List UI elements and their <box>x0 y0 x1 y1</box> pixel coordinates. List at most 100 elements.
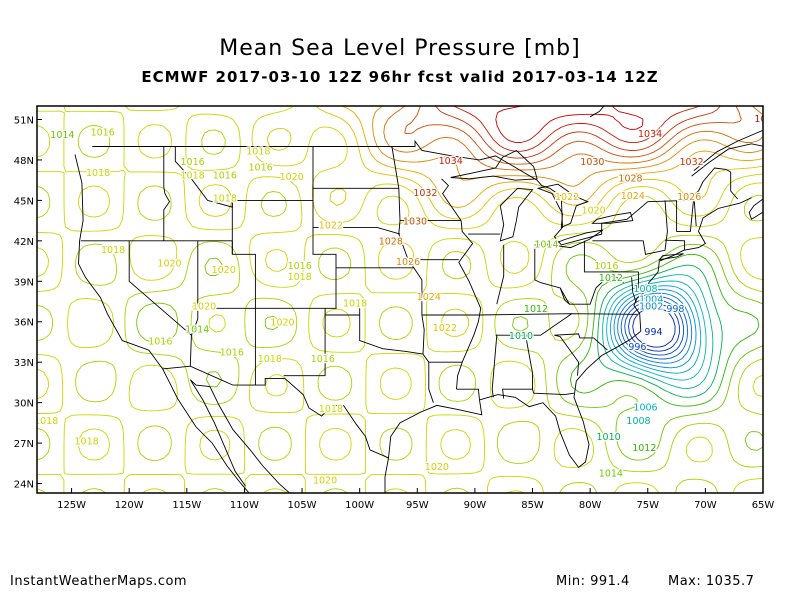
isobar-label: 1012 <box>524 304 548 315</box>
isobar-label: 1024 <box>417 292 441 303</box>
isobar-label: 1030 <box>403 217 427 228</box>
isobar-label: 1018 <box>319 404 343 415</box>
site-credit: InstantWeatherMaps.com <box>10 574 188 589</box>
isobar-layer <box>37 106 763 493</box>
isobar-1006 <box>606 280 707 381</box>
isobar-label: 1018 <box>181 171 205 182</box>
isobar-1008 <box>602 274 714 389</box>
isobar-1026 <box>372 106 763 187</box>
isobar-1022 <box>266 106 763 220</box>
min-label: Min: <box>556 574 586 589</box>
state-border <box>456 388 480 401</box>
isobar-label-layer: 1014 1016 1018 1016 1018 1016 1018 1018 1016 1020… <box>37 113 763 488</box>
lon-tick-label: 105W <box>288 500 317 511</box>
isobar-label: 1022 <box>319 221 343 232</box>
state-border <box>325 314 424 355</box>
isobar-label: 1014 <box>50 130 74 141</box>
mississippi-river-border <box>456 220 482 390</box>
isobar-1016 <box>37 125 763 493</box>
state-border <box>174 146 313 208</box>
st-lawrence-north <box>693 129 763 172</box>
isobar-label: 1034 <box>638 129 662 140</box>
isobar-label: 1028 <box>379 237 403 248</box>
lake-michigan <box>499 187 534 242</box>
lon-tick-label: 115W <box>172 500 201 511</box>
map-title: Mean Sea Level Pressure [mb] <box>219 36 581 61</box>
pacific-coastline <box>74 154 250 493</box>
state-border <box>312 146 337 309</box>
isobar-1002 <box>613 289 697 369</box>
map-subtitle: ECMWF 2017-03-10 12Z 96hr fcst valid 201… <box>141 68 659 86</box>
us-mexico-border <box>162 365 389 459</box>
lat-tick-label: 30N <box>14 399 34 410</box>
state-border <box>534 244 570 305</box>
isobar-1004 <box>609 285 702 374</box>
atlantic-gulf-coastline <box>384 197 752 493</box>
isobar-label: 1020 <box>192 301 216 312</box>
isobar-label: 1016 <box>213 171 237 182</box>
isobar-label: 1028 <box>618 173 642 184</box>
state-border <box>478 313 638 316</box>
isobar-label: 1014 <box>599 469 623 480</box>
lat-tick-label: 42N <box>14 237 34 248</box>
state-border <box>664 239 686 251</box>
isobar-label: 1030 <box>580 157 604 168</box>
state-border <box>638 271 647 290</box>
isobar-label: 1016 <box>220 347 244 358</box>
state-border <box>532 389 575 396</box>
state-border <box>693 196 697 227</box>
isobar-996 <box>624 299 685 356</box>
isobar-label: 1016 <box>594 261 618 272</box>
lat-tick-label: 27N <box>14 439 34 450</box>
isobar-label: 996 <box>628 342 646 353</box>
lat-tick-label: 51N <box>14 115 34 126</box>
long-island <box>658 253 684 261</box>
isobar-label: 1010 <box>597 432 621 443</box>
lon-tick-label: 120W <box>115 500 144 511</box>
state-border <box>313 226 401 235</box>
isobar-1030 <box>404 106 742 165</box>
lon-tick-label: 85W <box>521 500 544 511</box>
james-bay <box>589 106 605 118</box>
st-lawrence-south <box>691 143 763 177</box>
chesapeake-bay <box>631 277 637 304</box>
lon-tick-label: 95W <box>406 500 429 511</box>
isobar-label: 1018 <box>75 436 99 447</box>
isobar-1032 <box>435 106 721 159</box>
min-pressure-readout: Min: 991.4 <box>556 574 630 589</box>
state-border <box>231 200 256 386</box>
isobar-label: 1008 <box>626 416 650 427</box>
us-canada-border <box>92 139 738 246</box>
isobar-label: 1020 <box>582 206 606 217</box>
axis-layer: 125W 120W 115W 110W 105W 100W 95W 90W 85W 80W 75W 7… <box>14 115 775 511</box>
state-border <box>554 333 608 351</box>
isobar-label: 1016 <box>249 163 273 174</box>
isobar-label: 1034 <box>439 156 463 167</box>
state-border <box>163 146 171 241</box>
state-border <box>592 200 668 255</box>
lat-tick-label: 45N <box>14 196 34 207</box>
isobar-label: 994 <box>644 327 662 338</box>
isobar-994 <box>628 303 680 352</box>
lon-tick-label: 90W <box>464 500 487 511</box>
lon-tick-label: 100W <box>345 500 374 511</box>
isobar-label: 1032 <box>680 157 704 168</box>
isobar-label: 1016 <box>181 157 205 168</box>
lat-tick-label: 48N <box>14 156 34 167</box>
isobar-label: 1018 <box>343 299 367 310</box>
gulf-of-california-coast <box>189 379 291 493</box>
isobar-label: 1018 <box>213 194 237 205</box>
isobar-998 <box>620 296 689 360</box>
isobar-label: 1026 <box>677 192 701 203</box>
lat-tick-label: 39N <box>14 277 34 288</box>
isobar-label: 1020 <box>212 265 236 276</box>
state-border <box>391 146 434 403</box>
isobar-label: 1016 <box>288 261 312 272</box>
state-border <box>554 334 580 376</box>
isobar-label: 1008 <box>633 284 657 295</box>
isobar-label: 1018 <box>101 245 125 256</box>
isobar-label: 998 <box>666 304 684 315</box>
isobar-1034 <box>453 106 701 152</box>
geography-layer <box>74 106 763 493</box>
state-border <box>128 240 192 336</box>
